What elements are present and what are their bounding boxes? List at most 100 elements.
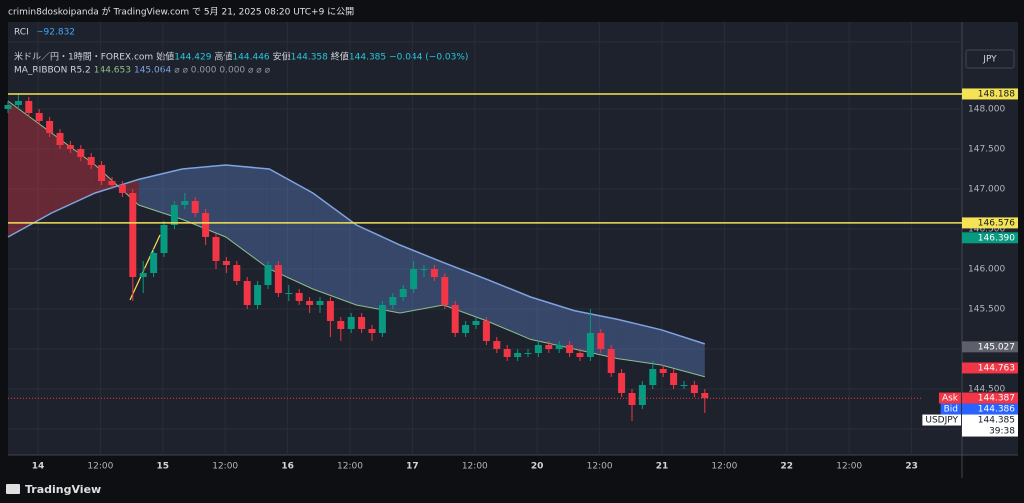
publisher: crimin8doskoipanda が TradingView.com で 5… bbox=[8, 6, 354, 18]
candle-body bbox=[222, 261, 230, 265]
trend-drawing bbox=[129, 234, 161, 301]
x-tick-label: 12:00 bbox=[462, 462, 488, 472]
candle-body bbox=[399, 289, 407, 297]
price-badge bbox=[962, 392, 1018, 404]
x-tick-label: 12:00 bbox=[87, 462, 113, 472]
candle-body bbox=[202, 213, 210, 237]
price-badge bbox=[962, 362, 1018, 374]
candle-body bbox=[264, 265, 272, 285]
price-badge-label: 144.763 bbox=[978, 363, 1015, 373]
candle-body bbox=[87, 157, 95, 165]
candle-body bbox=[191, 201, 199, 213]
candle-body bbox=[358, 317, 366, 329]
y-tick-label: 147.000 bbox=[968, 185, 1005, 195]
price-badge-label: 146.390 bbox=[978, 233, 1015, 243]
candle-body bbox=[139, 273, 147, 277]
candle-body bbox=[285, 293, 293, 294]
candle-body bbox=[337, 321, 345, 329]
candle-body bbox=[98, 165, 106, 181]
x-tick-label: 12:00 bbox=[836, 462, 862, 472]
y-tick-label: 148.000 bbox=[968, 105, 1005, 115]
candle-body bbox=[306, 301, 314, 305]
x-tick-label: 23 bbox=[905, 462, 918, 472]
candle-body bbox=[181, 201, 189, 205]
candle-body bbox=[420, 269, 428, 270]
price-badge-label: 144.387 bbox=[978, 394, 1015, 404]
ribbon-fill bbox=[182, 165, 226, 237]
candle-body bbox=[514, 353, 522, 357]
candle-body bbox=[670, 373, 678, 385]
x-tick-label: 12:00 bbox=[587, 462, 613, 472]
candle-body bbox=[566, 345, 574, 353]
candle-body bbox=[108, 181, 116, 185]
candle-body bbox=[316, 301, 324, 305]
candle-body bbox=[4, 105, 12, 109]
y-tick-label: 145.500 bbox=[968, 305, 1005, 315]
candle-body bbox=[534, 345, 542, 353]
candle-body bbox=[701, 393, 709, 399]
candle-body bbox=[77, 149, 85, 157]
ribbon-fill bbox=[312, 193, 357, 305]
candle-body bbox=[274, 265, 282, 293]
price-badge bbox=[962, 403, 1018, 415]
candle-body bbox=[430, 269, 438, 277]
candle-body bbox=[150, 253, 158, 273]
candle-body bbox=[129, 193, 137, 277]
candle-body bbox=[690, 385, 698, 393]
badge-name: Bid bbox=[944, 405, 958, 415]
price-badge-label: 145.027 bbox=[978, 342, 1015, 352]
candle-body bbox=[243, 281, 251, 305]
ribbon-fill bbox=[356, 225, 400, 313]
y-tick-label: 146.500 bbox=[968, 225, 1005, 235]
x-tick-label: 20 bbox=[531, 462, 544, 472]
candle-body bbox=[545, 345, 553, 349]
ohlc-value: 144.385 bbox=[349, 53, 386, 63]
currency-box[interactable] bbox=[965, 49, 1015, 69]
ribbon-fill bbox=[487, 279, 531, 340]
y-tick-label: 147.500 bbox=[968, 145, 1005, 155]
candle-body bbox=[441, 277, 449, 305]
candle-body bbox=[66, 145, 74, 149]
price-badge bbox=[962, 217, 1018, 229]
indicator-name: MA_RIBBON R5.2 bbox=[14, 66, 91, 76]
ribbon-fill bbox=[530, 297, 575, 349]
candle-body bbox=[628, 393, 636, 405]
candle-body bbox=[347, 317, 355, 329]
badge-name-box bbox=[940, 403, 961, 415]
rci-name: RCI bbox=[14, 28, 29, 38]
ohlc-value: 144.358 bbox=[291, 53, 328, 63]
ohlc-label: 高値 bbox=[214, 51, 232, 63]
price-badge-label: 144.386 bbox=[978, 405, 1015, 415]
candle-body bbox=[170, 205, 178, 225]
x-tick-label: 12:00 bbox=[212, 462, 238, 472]
ribbon-fill bbox=[661, 329, 705, 377]
x-tick-label: 21 bbox=[656, 462, 669, 472]
candle-body bbox=[586, 333, 594, 357]
x-tick-label: 17 bbox=[406, 462, 419, 472]
candle-body bbox=[618, 373, 626, 393]
ohlc-label: 終値 bbox=[331, 51, 349, 63]
candle-body bbox=[56, 133, 64, 145]
price-badge bbox=[962, 88, 1018, 100]
candle-body bbox=[410, 269, 418, 289]
candle-body bbox=[524, 353, 532, 354]
candle-body bbox=[680, 385, 688, 386]
candle-body bbox=[482, 321, 490, 341]
ribbon-fill bbox=[269, 169, 313, 289]
countdown: 39:38 bbox=[989, 427, 1015, 437]
ribbon-fill bbox=[399, 245, 444, 313]
badge-name: Ask bbox=[942, 394, 959, 404]
candle-body bbox=[378, 305, 386, 333]
x-tick-label: 16 bbox=[281, 462, 294, 472]
candle-body bbox=[14, 101, 22, 105]
candle-body bbox=[462, 325, 470, 333]
ribbon-fill bbox=[574, 310, 618, 359]
candle-body bbox=[118, 185, 126, 193]
price-badge bbox=[962, 414, 1018, 437]
rci-value: −92.832 bbox=[36, 28, 75, 38]
ohlc-label: 安値 bbox=[273, 51, 291, 63]
ribbon-fill bbox=[8, 101, 52, 237]
x-tick-label: 12:00 bbox=[711, 462, 737, 472]
candle-body bbox=[46, 121, 54, 133]
